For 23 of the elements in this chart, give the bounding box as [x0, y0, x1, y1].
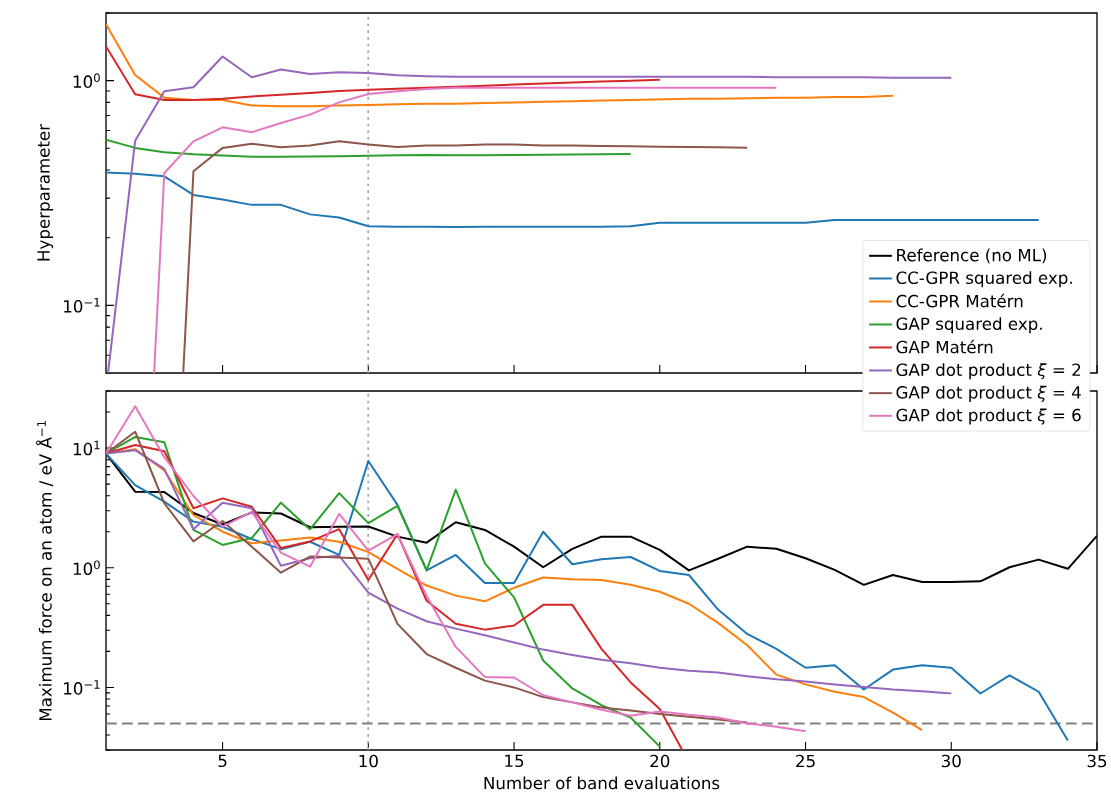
x-tick-label: 35 [1087, 754, 1107, 768]
x-tick-label: 25 [796, 754, 815, 768]
y-axis-title: Maximum force on an atom / eV Å$^{−1}$ [36, 421, 54, 721]
x-tick-label: 10 [359, 754, 378, 768]
y-tick-label: 10$^{0}$ [73, 560, 100, 576]
y-axis-title: Hyperparameter [37, 123, 54, 261]
x-tick-label: 15 [505, 754, 524, 768]
legend-label: CC-GPR Matérn [896, 293, 1023, 308]
y-tick-label: 10$^{1}$ [73, 440, 100, 456]
y-tick-label: 10$^{−1}$ [64, 680, 100, 695]
y-tick-label: 10$^{−1}$ [64, 298, 100, 313]
x-tick-label: 5 [218, 754, 227, 768]
legend-label: GAP dot product ξ = 6 [896, 408, 1081, 425]
legend-label: CC-GPR squared exp. [896, 271, 1072, 288]
legend-label: GAP squared exp. [896, 317, 1042, 334]
x-tick-label: 20 [650, 754, 670, 768]
y-tick-label: 10$^{0}$ [73, 73, 100, 88]
legend-label: GAP dot product ξ = 2 [896, 363, 1081, 380]
legend-label: GAP Matérn [896, 339, 993, 354]
legend-label: Reference (no ML) [897, 248, 1047, 264]
legend-label: GAP dot product ξ = 4 [896, 385, 1081, 402]
x-tick-label: 30 [941, 754, 961, 768]
x-axis-title: Number of band evaluations [484, 776, 720, 790]
